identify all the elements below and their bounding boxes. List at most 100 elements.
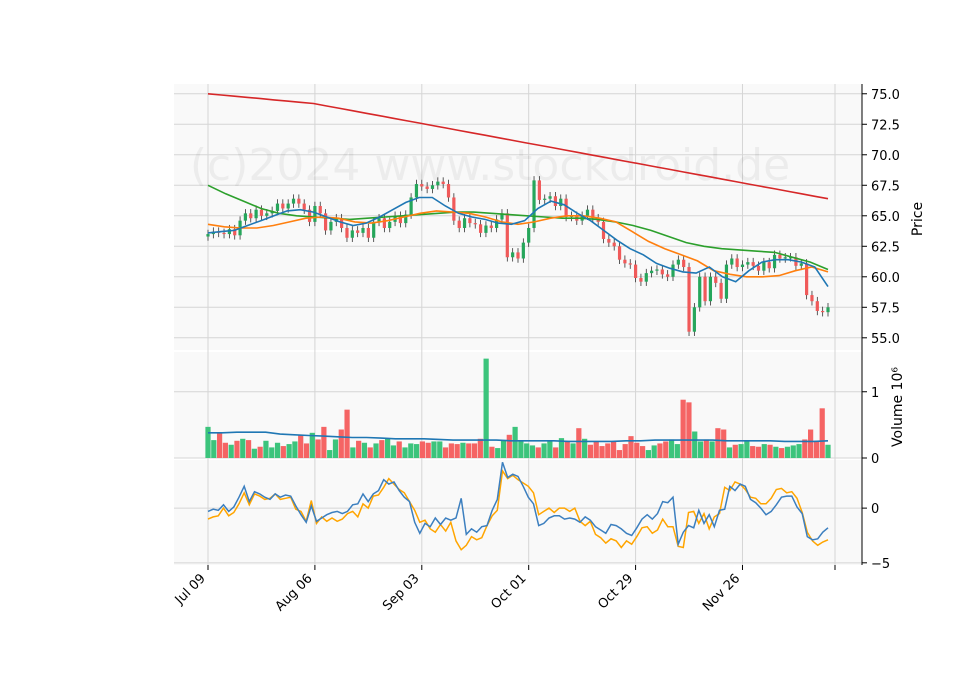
candle-body xyxy=(350,230,354,238)
volume-bar xyxy=(802,439,808,458)
candle-body xyxy=(799,263,803,266)
volume-bar xyxy=(645,450,651,458)
candle-body xyxy=(372,221,376,238)
volume-bar xyxy=(605,443,611,458)
candle-body xyxy=(243,213,248,221)
volume-bar xyxy=(251,448,257,458)
volume-bar xyxy=(697,441,704,458)
price-y-tick-label: 65.0 xyxy=(871,210,900,225)
candle-body xyxy=(724,264,729,299)
candle-body xyxy=(489,225,493,228)
volume-bar xyxy=(668,439,675,458)
volume-bar xyxy=(518,441,524,458)
volume-bar xyxy=(639,446,646,458)
volume-bar xyxy=(216,433,223,458)
candle-body xyxy=(628,263,632,265)
candle-body xyxy=(420,184,424,187)
volume-bar xyxy=(350,447,356,458)
candle-body xyxy=(735,258,739,268)
candle-body xyxy=(249,213,253,219)
volume-bar xyxy=(506,434,512,458)
candle-body xyxy=(468,218,472,224)
candle-body xyxy=(323,213,328,231)
volume-bar xyxy=(500,440,507,458)
candle-body xyxy=(457,220,461,228)
volume-bar xyxy=(332,439,339,458)
volume-bar xyxy=(240,438,246,458)
candle-body xyxy=(377,218,381,222)
volume-bar xyxy=(361,442,368,458)
volume-bar xyxy=(779,448,785,458)
candle-body xyxy=(452,197,456,221)
volume-bar xyxy=(703,439,709,458)
candle-body xyxy=(436,181,440,186)
volume-bar xyxy=(419,441,425,458)
volume-bar xyxy=(796,444,802,458)
volume-bar xyxy=(813,440,820,458)
price-y-tick-label: 72.5 xyxy=(871,118,900,133)
volume-bar xyxy=(599,446,605,458)
volume-bar xyxy=(761,444,767,458)
volume-bar xyxy=(344,409,350,458)
volume-bar xyxy=(692,431,698,458)
volume-bar xyxy=(750,446,756,458)
volume-bar xyxy=(819,408,825,458)
volume-moving-average-line xyxy=(208,431,829,443)
candle-body xyxy=(612,242,616,247)
candle-body xyxy=(233,229,237,236)
x-tick-label: Sep 03 xyxy=(380,571,423,614)
volume-bar xyxy=(495,448,501,458)
candle-body xyxy=(505,213,509,258)
volume-bar xyxy=(315,439,321,458)
volume-bar xyxy=(413,444,420,458)
candle-body xyxy=(623,259,627,264)
volume-bar xyxy=(512,426,518,458)
candle-body xyxy=(516,252,520,259)
x-tick-label: Oct 01 xyxy=(488,571,529,612)
volume-bar xyxy=(327,450,333,458)
candle-body xyxy=(644,273,648,282)
candle-body xyxy=(756,265,761,271)
candle-body xyxy=(345,227,349,238)
volume-bar xyxy=(680,399,686,458)
candle-body xyxy=(543,198,547,200)
candle-body xyxy=(826,307,830,313)
volume-bar xyxy=(784,446,791,458)
volume-bar xyxy=(651,445,657,458)
macd-signal-line xyxy=(207,468,829,551)
volume-bar xyxy=(431,441,437,458)
volume-bar xyxy=(663,441,669,458)
volume-bar xyxy=(321,426,327,458)
volume-bar xyxy=(587,444,594,458)
candle-body xyxy=(805,263,809,296)
volume-bar xyxy=(269,447,275,458)
candle-body xyxy=(660,269,664,275)
moving-average-line-3 xyxy=(207,196,829,288)
candle-body xyxy=(222,232,226,235)
volume-bar xyxy=(622,444,628,458)
volume-y-tick-label: 0 xyxy=(871,452,879,467)
volume-bar xyxy=(257,446,263,458)
x-tick-label: Aug 06 xyxy=(273,571,316,614)
volume-bar xyxy=(744,441,750,458)
volume-bar xyxy=(390,445,397,458)
macd-line xyxy=(207,461,829,548)
candle-body xyxy=(500,213,504,220)
candle-body xyxy=(548,196,552,199)
volume-bar xyxy=(205,426,211,458)
volume-bar xyxy=(576,428,582,458)
candle-body xyxy=(783,257,787,259)
volume-bar xyxy=(767,444,773,458)
volume-bar xyxy=(547,441,553,458)
volume-bar xyxy=(442,447,449,458)
volume-bar xyxy=(477,438,483,458)
volume-bar xyxy=(385,438,391,458)
candle-body xyxy=(409,197,413,215)
volume-bar xyxy=(367,447,373,458)
volume-bar xyxy=(454,444,460,458)
candle-body xyxy=(564,198,568,217)
volume-bar xyxy=(657,443,663,458)
candle-body xyxy=(746,262,750,265)
price-axis-title: Price xyxy=(910,202,926,236)
